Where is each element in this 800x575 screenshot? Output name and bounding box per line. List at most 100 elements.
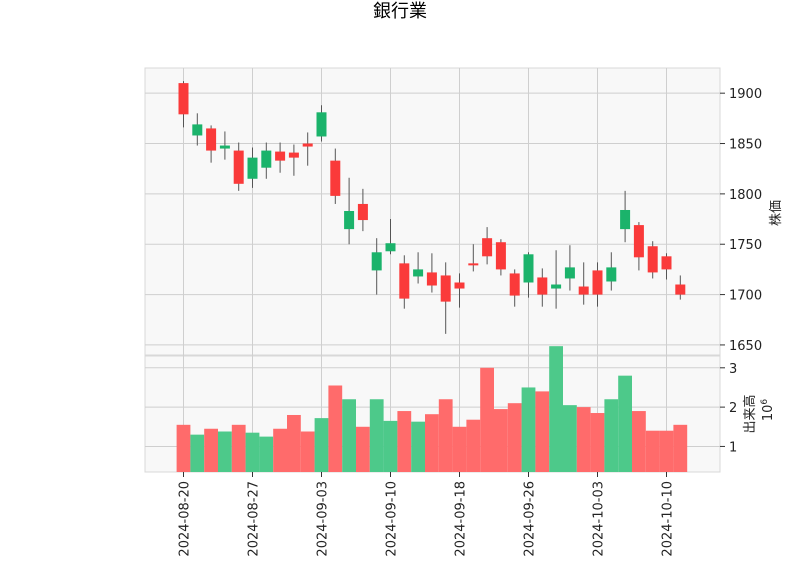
candle-body: [537, 277, 548, 295]
candle-body: [261, 150, 272, 168]
date-tick-label: 2024-09-10: [385, 481, 400, 557]
candle-body: [592, 270, 603, 295]
volume-exponent: 106: [760, 399, 776, 422]
candles: [178, 81, 686, 334]
candle-body: [551, 284, 562, 289]
candle-body: [426, 272, 437, 286]
candle-body: [468, 263, 479, 266]
volume-bar: [425, 414, 439, 472]
volume-bar: [521, 387, 536, 472]
volume-bar: [411, 421, 425, 472]
candle-body: [233, 150, 244, 184]
volume-bar: [618, 375, 632, 472]
volume-bar: [300, 431, 315, 472]
date-axis: 2024-08-20 2024-08-27 2024-09-03 2024-09-10…: [178, 472, 676, 557]
candle-body: [385, 243, 396, 252]
date-tick-label: 2024-09-03: [316, 481, 331, 557]
volume-bar: [314, 418, 329, 472]
volume-bar: [273, 428, 287, 472]
price-tick-label: 1800: [729, 188, 762, 203]
volume-bar: [576, 407, 591, 472]
volume-tick-label: 1: [729, 440, 737, 455]
candle-body: [344, 210, 355, 230]
volume-bar: [480, 367, 494, 472]
candle-body: [454, 282, 465, 289]
volume-exponent-base: 10: [761, 405, 776, 422]
volume-bar: [204, 428, 218, 472]
volume-bar: [356, 426, 370, 472]
candle-body: [247, 157, 258, 179]
candle-body: [482, 238, 493, 257]
chart-title: 銀行業: [373, 1, 427, 22]
price-plot-area: [144, 67, 721, 356]
candle-body: [509, 273, 520, 296]
volume-bar: [549, 346, 563, 472]
volume-axis-label: 出来高: [742, 394, 758, 433]
volume-bar: [590, 413, 605, 472]
candle-body: [316, 112, 327, 137]
candle-body: [399, 263, 410, 299]
candle-body: [564, 267, 575, 279]
date-tick-label: 2024-09-26: [523, 481, 538, 557]
volume-bar: [369, 399, 384, 472]
volume-axis: 1 2 3: [720, 362, 737, 455]
volume-tick-label: 2: [729, 401, 737, 416]
candle-body: [620, 209, 631, 230]
volume-bar: [659, 430, 674, 472]
volume-bar: [466, 419, 481, 472]
candle-body: [357, 203, 368, 221]
candle-body: [330, 160, 341, 196]
volume-bar: [231, 424, 246, 472]
candle-body: [178, 83, 189, 115]
volume-bar: [342, 399, 356, 472]
volume-bar: [452, 426, 467, 472]
price-tick-label: 1700: [729, 289, 762, 304]
volume-bar: [535, 391, 550, 472]
date-tick-label: 2024-08-20: [178, 481, 193, 557]
candle-body: [633, 225, 644, 258]
price-axis-label: 株価: [769, 200, 784, 226]
volume-bar: [397, 411, 412, 472]
volume-bar: [563, 405, 577, 472]
candle-body: [219, 145, 230, 149]
price-axis: 1650 1700 1750 1800 1850 1900: [720, 87, 762, 354]
price-tick-label: 1900: [729, 87, 762, 102]
volume-bar: [507, 403, 522, 472]
date-tick-label: 2024-10-10: [661, 481, 676, 557]
volume-bar: [176, 424, 191, 472]
volume-exponent-power: 6: [760, 399, 770, 405]
candle-body: [647, 246, 658, 273]
candle-body: [661, 256, 672, 270]
price-tick-label: 1750: [729, 238, 762, 253]
volume-bar: [673, 424, 688, 472]
volume-bar: [383, 420, 398, 472]
volume-bar: [190, 434, 205, 472]
candle-body: [275, 151, 286, 161]
date-tick-label: 2024-10-03: [592, 481, 607, 557]
candle-body: [413, 269, 424, 277]
volume-tick-label: 3: [729, 362, 737, 377]
candle-body: [440, 275, 451, 302]
volume-bar: [632, 411, 646, 472]
volume-bar: [604, 399, 619, 472]
date-tick-label: 2024-08-27: [247, 481, 262, 557]
candle-body: [523, 254, 534, 283]
volume-bar: [645, 430, 660, 472]
volume-bar: [259, 436, 274, 472]
volume-bar: [438, 399, 453, 472]
volume-bars: [176, 346, 688, 472]
volume-bar: [218, 431, 232, 472]
candle-body: [495, 242, 506, 270]
candle-body: [578, 286, 589, 295]
candle-body: [675, 284, 686, 295]
price-tick-label: 1650: [729, 339, 762, 354]
candle-body: [371, 252, 382, 271]
date-tick-label: 2024-09-18: [454, 481, 469, 557]
candle-body: [288, 152, 299, 158]
volume-bar: [328, 385, 343, 472]
volume-bar: [494, 409, 508, 472]
candle-body: [302, 143, 313, 147]
volume-bar: [287, 414, 301, 472]
candle-body: [606, 267, 617, 282]
